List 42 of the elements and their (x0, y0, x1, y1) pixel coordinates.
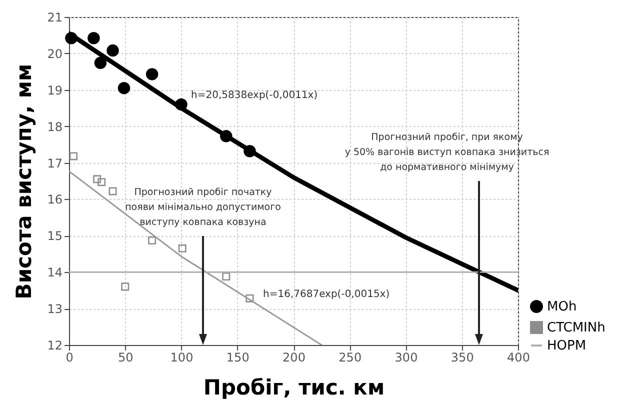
point (222, 272, 230, 280)
point (69, 152, 78, 160)
y-tick-label: 20 (47, 46, 62, 61)
x-tick-label: 300 (394, 350, 418, 364)
x-tick-label: 250 (338, 350, 362, 364)
annotation: h=16,7687exp(-0,0015x) (263, 289, 390, 300)
x-tick-label: 400 (507, 350, 530, 364)
y-tick-label: 16 (47, 192, 62, 207)
point (146, 68, 158, 80)
annotation: Прогнозний пробіг, при якому у 50% вагонів виступ ковпака знизиться до нормативного мінімуму (344, 132, 550, 173)
legend-label: MOh (547, 300, 577, 314)
x-axis-title: Пробіг, тис. км (203, 376, 385, 400)
legend-label: HOPM (547, 338, 586, 354)
x-tick-label: 150 (226, 350, 250, 364)
legend-label: CTCMINh (547, 320, 606, 336)
point (118, 82, 130, 94)
x-tick-label: 350 (450, 350, 474, 364)
y-tick-label: 15 (47, 229, 62, 244)
y-tick-label: 19 (47, 83, 62, 98)
point (121, 282, 130, 291)
annotation: Прогнозний пробіг початку появи мінімально допустимого виступу ковпака ковзуна (125, 187, 282, 228)
y-tick-label: 14 (47, 266, 62, 280)
point (246, 294, 254, 302)
point (106, 44, 119, 57)
point (94, 56, 107, 70)
point (93, 175, 102, 184)
point (178, 244, 186, 252)
y-axis-title: Висота виступу, мм (12, 64, 36, 300)
point (108, 187, 117, 196)
annotation: h=20,5838exp(-0,0011x) (191, 90, 318, 101)
point (88, 32, 100, 44)
y-tick-label: 18 (47, 120, 62, 134)
y-tick-label: 21 (47, 10, 62, 24)
y-tick-label: 12 (47, 338, 62, 352)
point (148, 236, 156, 244)
y-tick-label: 17 (47, 156, 62, 170)
x-tick-label: 100 (170, 350, 194, 364)
x-tick-label: 50 (118, 350, 134, 364)
point (98, 178, 106, 186)
y-tick-label: 13 (47, 302, 62, 316)
x-tick-label: 0 (66, 350, 74, 364)
x-tick-label: 200 (282, 350, 306, 364)
